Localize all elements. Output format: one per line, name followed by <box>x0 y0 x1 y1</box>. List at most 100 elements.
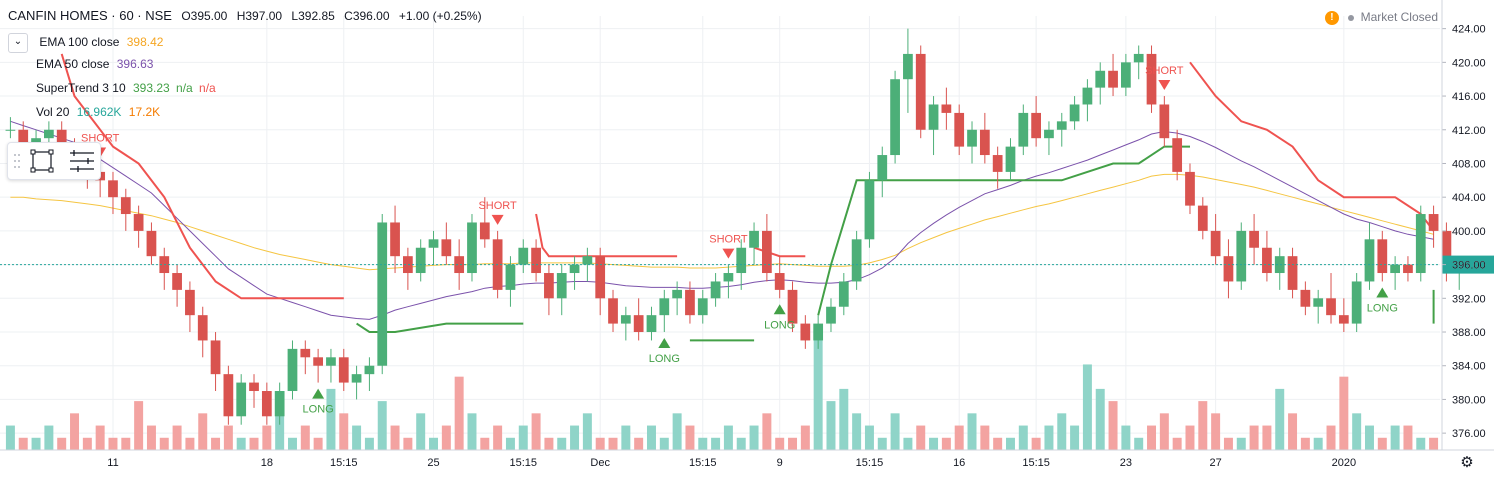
rectangle-tool-icon[interactable] <box>30 149 54 173</box>
volume-bar <box>313 437 323 450</box>
candle-body <box>1338 315 1349 324</box>
volume-bar <box>1403 425 1413 450</box>
volume-bar <box>929 437 939 450</box>
candle-body <box>723 273 734 282</box>
drag-handle-icon[interactable] <box>14 154 20 168</box>
volume-bar <box>1070 425 1080 450</box>
collapse-indicators-icon[interactable]: ⌄ <box>8 33 28 53</box>
volume-bar <box>236 437 246 450</box>
volume-bar <box>1288 413 1298 450</box>
volume-bar <box>1300 437 1310 450</box>
y-tick-label: 412.00 <box>1452 125 1486 137</box>
volume-bar <box>531 413 541 450</box>
volume-bar <box>403 437 413 450</box>
candle-body <box>967 129 977 147</box>
candle-body <box>633 315 644 333</box>
volume-bar <box>1326 425 1336 450</box>
indicator-ema50[interactable]: EMA 50 close 396.63 <box>36 57 153 71</box>
candle-body <box>18 129 29 147</box>
volume-bar <box>1044 425 1054 450</box>
candle-body <box>274 391 285 417</box>
candle-body <box>787 289 798 324</box>
volume-bar <box>672 413 682 450</box>
volume-bar <box>826 401 836 450</box>
indicator-ema100[interactable]: ⌄ EMA 100 close 398.42 <box>8 33 163 53</box>
candle-body <box>454 256 465 274</box>
x-tick-label: 18 <box>261 457 273 469</box>
candle-body <box>223 374 234 417</box>
volume-bar <box>1223 437 1233 450</box>
supertrend-value: 393.23 <box>132 81 170 95</box>
volume-bar <box>1275 388 1285 450</box>
candle-body <box>428 239 439 248</box>
volume-bar <box>967 413 977 450</box>
ema100-label: EMA 100 close <box>39 35 120 50</box>
candle-body <box>1262 247 1272 274</box>
candle-body <box>364 365 375 375</box>
volume-bar <box>634 437 644 450</box>
toolbox-icons <box>14 149 94 173</box>
candle-body <box>1069 104 1080 122</box>
candle-body <box>1082 87 1093 105</box>
volume-bar <box>1429 437 1439 450</box>
volume-bar <box>839 388 849 450</box>
candle-body <box>774 273 785 290</box>
volume-bar <box>993 437 1003 450</box>
volume-bar <box>1031 437 1041 450</box>
y-tick-label: 400.00 <box>1452 226 1486 238</box>
candle-body <box>582 256 593 265</box>
candle-body <box>1133 53 1144 63</box>
long-arrow-icon <box>312 388 325 399</box>
volume-bar <box>749 425 759 450</box>
volume-bar <box>1159 413 1169 450</box>
volume-bar <box>941 437 951 450</box>
candle-body <box>351 374 362 383</box>
supertrend-segment <box>535 213 678 258</box>
volume-bar <box>5 425 15 450</box>
supertrend-segment <box>817 145 1190 316</box>
long-arrow-icon <box>658 338 671 349</box>
indicator-volume[interactable]: Vol 20 16.962K 17.2K <box>36 105 160 119</box>
candle-body <box>338 357 349 383</box>
volume-bar <box>1313 437 1323 450</box>
candle-body <box>108 180 118 198</box>
volume-bars <box>5 340 1439 450</box>
candle-body <box>1351 281 1362 324</box>
settings-lines-icon[interactable] <box>70 150 94 172</box>
candle-body <box>851 239 862 282</box>
symbol-title[interactable]: CANFIN HOMES · 60 · NSE <box>8 8 172 23</box>
volume-bar <box>916 425 926 450</box>
candle-body <box>556 273 567 299</box>
y-tick-label: 392.00 <box>1452 293 1486 305</box>
symbol-header: CANFIN HOMES · 60 · NSE O395.00 H397.00 … <box>8 8 482 23</box>
volume-bar <box>788 437 798 450</box>
candle-body <box>800 323 811 341</box>
indicator-supertrend[interactable]: SuperTrend 3 10 393.23 n/a n/a <box>36 81 216 95</box>
candle-body <box>133 214 144 231</box>
candle-body <box>915 53 926 130</box>
volume-bar <box>416 413 426 450</box>
ema50-label: EMA 50 close <box>36 57 110 71</box>
warning-icon: ! <box>1324 10 1339 25</box>
market-status[interactable]: ! Market Closed <box>1324 10 1438 25</box>
market-status-text: Market Closed <box>1360 10 1438 24</box>
supertrend-up-value: n/a <box>176 81 193 95</box>
candle-body <box>1428 214 1439 231</box>
ema100-value: 398.42 <box>126 35 164 50</box>
x-tick-label: 27 <box>1210 457 1222 469</box>
last-price-line: 396.00 <box>0 255 1494 274</box>
candle-body <box>710 281 721 299</box>
volume-bar <box>903 437 913 450</box>
settings-gear-icon[interactable]: ⚙ <box>1460 454 1473 471</box>
candle-body <box>1146 53 1157 105</box>
candle-body <box>1031 112 1041 139</box>
candle-body <box>1044 129 1054 139</box>
volume-bar <box>1377 437 1387 450</box>
supertrend-segment <box>1189 61 1435 232</box>
candles <box>5 28 1465 425</box>
volume-bar <box>1172 437 1182 450</box>
volume-bar <box>890 413 900 450</box>
drawing-toolbox[interactable] <box>7 142 101 180</box>
